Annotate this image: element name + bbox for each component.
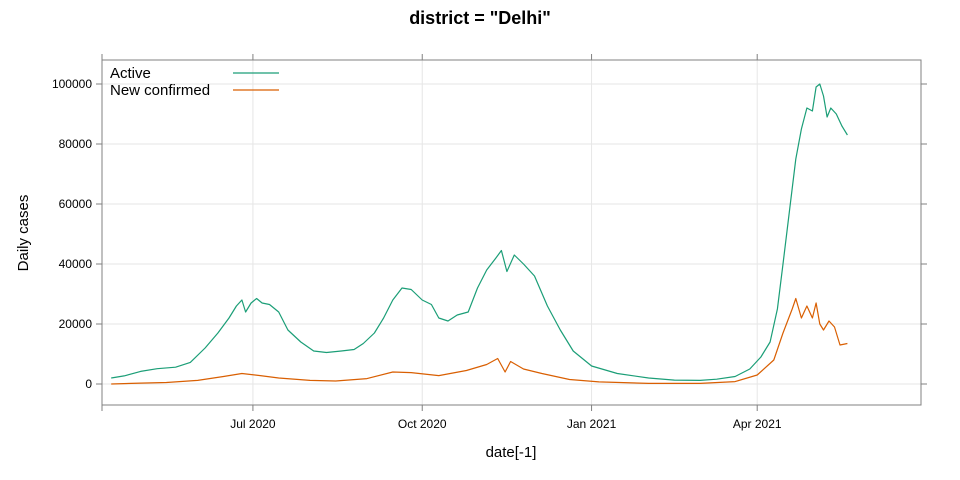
legend-label: Active — [110, 65, 151, 82]
series-line-1 — [111, 297, 848, 385]
y-axis: 0 20000 40000 60000 80000 100000 — [52, 77, 927, 391]
series-lines — [111, 83, 848, 385]
x-tick-label: Jan 2021 — [567, 417, 617, 431]
y-tick-label: 40000 — [59, 257, 93, 271]
y-tick-label: 60000 — [59, 197, 93, 211]
grid-lines — [102, 60, 921, 405]
x-tick-label: Oct 2020 — [398, 417, 447, 431]
y-tick-label: 80000 — [59, 137, 93, 151]
chart-title: district = "Delhi" — [409, 8, 551, 28]
x-tick-label: Jul 2020 — [230, 417, 276, 431]
y-tick-label: 0 — [85, 377, 92, 391]
x-axis-label: date[-1] — [486, 444, 537, 461]
legend-label: New confirmed — [110, 82, 210, 99]
x-tick-label: Apr 2021 — [733, 417, 782, 431]
y-tick-label: 100000 — [52, 77, 92, 91]
series-line-0 — [111, 83, 848, 381]
y-axis-label: Daily cases — [15, 195, 32, 272]
y-tick-label: 20000 — [59, 317, 93, 331]
plot-frame — [101, 59, 922, 406]
x-axis: Jul 2020 Oct 2020 Jan 2021 Apr 2021 — [101, 54, 782, 431]
